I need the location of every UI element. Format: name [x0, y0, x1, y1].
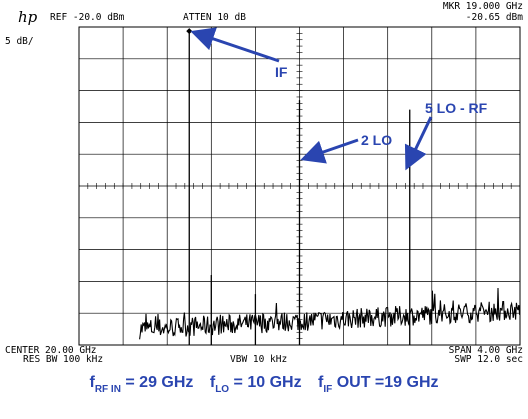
- lo-frequency: fLO = 10 GHz: [209, 374, 302, 395]
- rf-subscript: RF IN: [94, 384, 121, 395]
- noise-trace: [139, 287, 521, 340]
- rf-symbol: f: [89, 374, 95, 391]
- sweep-time-readout: SWP 12.0 sec: [454, 354, 523, 365]
- if-label: IF: [275, 64, 288, 80]
- lo-subscript: LO: [215, 384, 230, 395]
- if-subscript: IF: [323, 384, 333, 395]
- lo5-label: 5 LO - RF: [425, 100, 488, 116]
- spectrum-peaks: [186, 28, 411, 345]
- lo-symbol: f: [209, 374, 216, 391]
- frequency-conditions: fRF IN = 29 GHz fLO = 10 GHz fIF OUT =19…: [0, 374, 528, 395]
- marker-diamond: [186, 28, 193, 35]
- resolution-bandwidth-readout: RES BW 100 kHz: [23, 354, 103, 365]
- rf-input-frequency: fRF IN = 29 GHz: [89, 374, 194, 395]
- attenuation-readout: ATTEN 10 dB: [183, 12, 246, 23]
- if-symbol: f: [318, 374, 324, 391]
- noise-floor-trace: [139, 287, 521, 340]
- marker-level-readout: -20.65 dBm: [466, 12, 523, 23]
- lo2-arrow: [300, 138, 359, 164]
- scale-readout: 5 dB/: [5, 36, 34, 47]
- span-readout: SPAN 4.00 GHz: [449, 345, 523, 356]
- lo2-label: 2 LO: [361, 132, 392, 148]
- center-frequency-readout: CENTER 20.00 GHz: [5, 345, 97, 356]
- if-arrow: [190, 27, 280, 63]
- marker-frequency-readout: MKR 19.000 GHz: [443, 1, 523, 12]
- lo5-arrow: [404, 116, 433, 171]
- video-bandwidth-readout: VBW 10 kHz: [230, 354, 287, 365]
- ref-level-readout: REF -20.0 dBm: [50, 12, 125, 23]
- rf-value: = 29 GHz: [125, 374, 194, 391]
- lo-value: = 10 GHz: [233, 374, 302, 391]
- hp-logo: hp: [18, 8, 38, 26]
- if-value: OUT =19 GHz: [336, 374, 439, 391]
- if-output-frequency: fIF OUT =19 GHz: [318, 374, 439, 395]
